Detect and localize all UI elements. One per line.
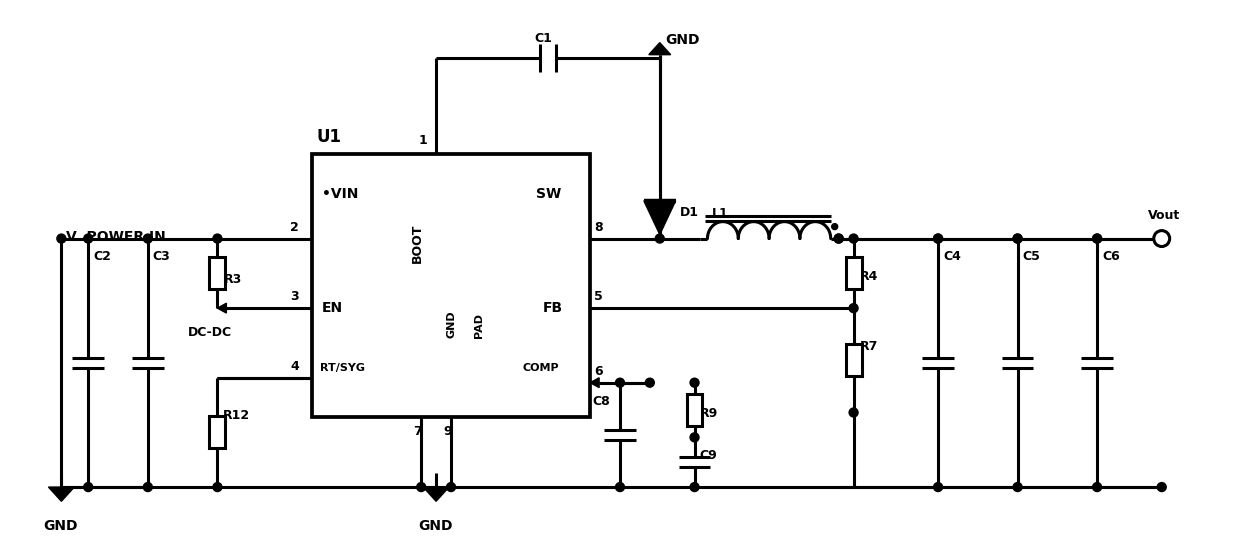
Circle shape: [1014, 234, 1022, 243]
Text: Vout: Vout: [1147, 209, 1180, 222]
Circle shape: [446, 482, 456, 492]
Circle shape: [213, 234, 222, 243]
Circle shape: [616, 378, 624, 387]
Circle shape: [616, 482, 624, 492]
Text: COMP: COMP: [523, 363, 559, 373]
Circle shape: [1093, 482, 1101, 492]
Text: U1: U1: [317, 128, 342, 146]
Circle shape: [1157, 482, 1166, 492]
Text: C5: C5: [1022, 250, 1041, 263]
Text: C1: C1: [534, 32, 551, 44]
Text: GND: GND: [419, 519, 452, 533]
Text: L1: L1: [711, 207, 729, 220]
Text: 6: 6: [595, 364, 603, 378]
Circle shape: [84, 234, 93, 243]
Text: 2: 2: [290, 221, 299, 234]
Polygon shape: [644, 201, 675, 235]
Bar: [846, 345, 861, 376]
Text: C2: C2: [93, 250, 112, 263]
Text: R9: R9: [700, 407, 717, 420]
Circle shape: [934, 234, 943, 243]
Circle shape: [849, 408, 859, 417]
Text: V  POWER IN: V POWER IN: [67, 229, 166, 243]
Circle shape: [849, 234, 859, 243]
Circle shape: [1093, 234, 1101, 243]
Bar: [209, 416, 225, 448]
Polygon shape: [649, 43, 670, 55]
Circle shape: [1093, 234, 1101, 243]
Text: 3: 3: [290, 290, 299, 303]
Text: PAD: PAD: [473, 313, 484, 338]
Circle shape: [84, 482, 93, 492]
Text: •VIN: •VIN: [322, 187, 358, 201]
Text: R12: R12: [222, 410, 249, 422]
Text: 4: 4: [290, 360, 299, 373]
Circle shape: [646, 378, 654, 387]
Circle shape: [690, 482, 699, 492]
Circle shape: [144, 234, 152, 243]
Text: SW: SW: [535, 187, 561, 201]
Text: RT/SYG: RT/SYG: [320, 363, 364, 373]
Circle shape: [655, 234, 664, 243]
Bar: [846, 257, 861, 289]
Circle shape: [834, 234, 844, 243]
Text: D1: D1: [680, 206, 699, 219]
Circle shape: [416, 482, 426, 492]
Text: R4: R4: [860, 270, 878, 284]
Bar: [312, 154, 590, 418]
Circle shape: [690, 433, 699, 442]
Polygon shape: [590, 378, 600, 388]
Circle shape: [834, 234, 844, 243]
Polygon shape: [48, 487, 74, 501]
Circle shape: [144, 482, 152, 492]
Text: 9: 9: [444, 426, 452, 438]
Text: 8: 8: [595, 221, 603, 234]
Bar: [686, 394, 703, 426]
Polygon shape: [217, 303, 227, 313]
Text: BOOT: BOOT: [411, 224, 424, 263]
Text: 7: 7: [414, 426, 422, 438]
Text: C3: C3: [152, 250, 171, 263]
Text: GND: GND: [446, 310, 456, 338]
Bar: [209, 257, 225, 289]
Circle shape: [213, 482, 222, 492]
Text: 1: 1: [419, 134, 427, 147]
Text: 5: 5: [595, 290, 603, 303]
Circle shape: [690, 378, 699, 387]
Text: FB: FB: [543, 301, 563, 315]
Polygon shape: [424, 487, 449, 501]
Text: R3: R3: [223, 273, 242, 286]
Text: GND: GND: [43, 519, 78, 533]
Text: R7: R7: [860, 340, 878, 353]
Circle shape: [57, 234, 66, 243]
Text: C4: C4: [943, 250, 961, 263]
Circle shape: [849, 304, 859, 312]
Text: GND: GND: [665, 33, 700, 47]
Text: DC-DC: DC-DC: [187, 326, 232, 339]
Circle shape: [831, 224, 838, 229]
Circle shape: [934, 482, 943, 492]
Circle shape: [934, 234, 943, 243]
Text: C9: C9: [700, 449, 717, 462]
Circle shape: [1014, 234, 1022, 243]
Circle shape: [1154, 230, 1170, 247]
Text: C6: C6: [1101, 250, 1120, 263]
Text: C8: C8: [592, 394, 610, 407]
Text: EN: EN: [322, 301, 343, 315]
Circle shape: [1014, 482, 1022, 492]
